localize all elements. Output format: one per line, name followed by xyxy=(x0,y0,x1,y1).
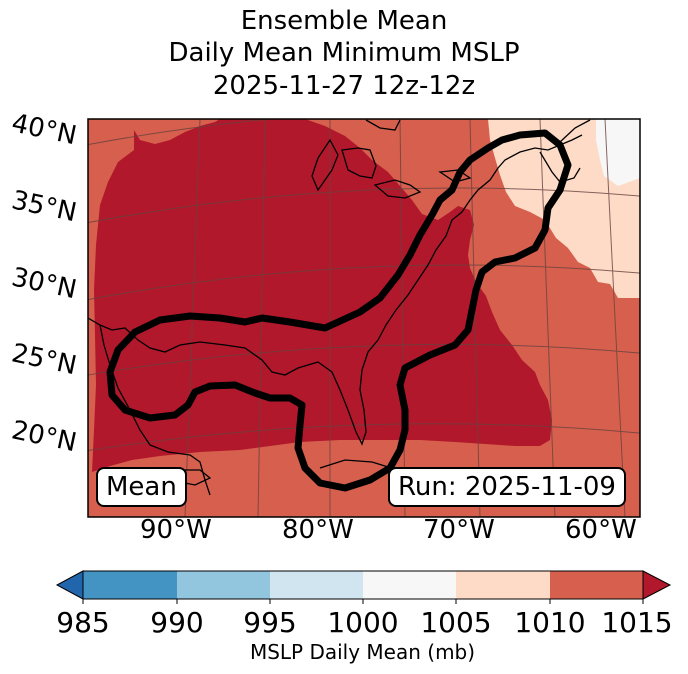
map-panel xyxy=(88,119,640,517)
title-line-1: Ensemble Mean xyxy=(240,6,448,36)
colorbar-bin-1010-1015 xyxy=(550,571,643,599)
pressure-field-995-1000 xyxy=(596,119,640,186)
lon-label-70w: 70°W xyxy=(423,515,495,545)
colorbar-tick-1015: 1015 xyxy=(601,606,673,639)
mslp-contour xyxy=(106,129,572,492)
title-line-3: 2025-11-27 12z-12z xyxy=(212,71,476,101)
map-frame xyxy=(87,118,641,518)
colorbar xyxy=(55,570,672,604)
colorbar-tick-990: 990 xyxy=(150,606,204,639)
colorbar-bin-1005-1010 xyxy=(456,571,550,599)
run-date-label: Run: 2025-11-09 xyxy=(388,467,626,507)
lon-label-90w: 90°W xyxy=(140,515,212,545)
graticule xyxy=(88,119,640,517)
colorbar-bin-995-1000 xyxy=(270,571,363,599)
colorbar-label: MSLP Daily Mean (mb) xyxy=(249,640,476,664)
colorbar-tick-1005: 1005 xyxy=(420,606,492,639)
colorbar-tick-995: 995 xyxy=(243,606,297,639)
colorbar-bin-985-990 xyxy=(83,571,177,599)
colorbar-under-triangle xyxy=(55,570,84,600)
colorbar-over-triangle xyxy=(642,570,672,600)
lon-label-80w: 80°W xyxy=(282,515,354,545)
colorbar-tick-1010: 1010 xyxy=(514,606,586,639)
colorbar-bin-1000-1005 xyxy=(363,571,456,599)
colorbar-tick-985: 985 xyxy=(56,606,110,639)
lon-label-60w: 60°W xyxy=(565,515,637,545)
title-line-2: Daily Mean Minimum MSLP xyxy=(168,38,520,68)
mean-label: Mean xyxy=(96,467,187,507)
colorbar-tick-1000: 1000 xyxy=(327,606,399,639)
colorbar-bin-990-995 xyxy=(177,571,270,599)
pressure-field-1010-1015 xyxy=(88,119,552,472)
